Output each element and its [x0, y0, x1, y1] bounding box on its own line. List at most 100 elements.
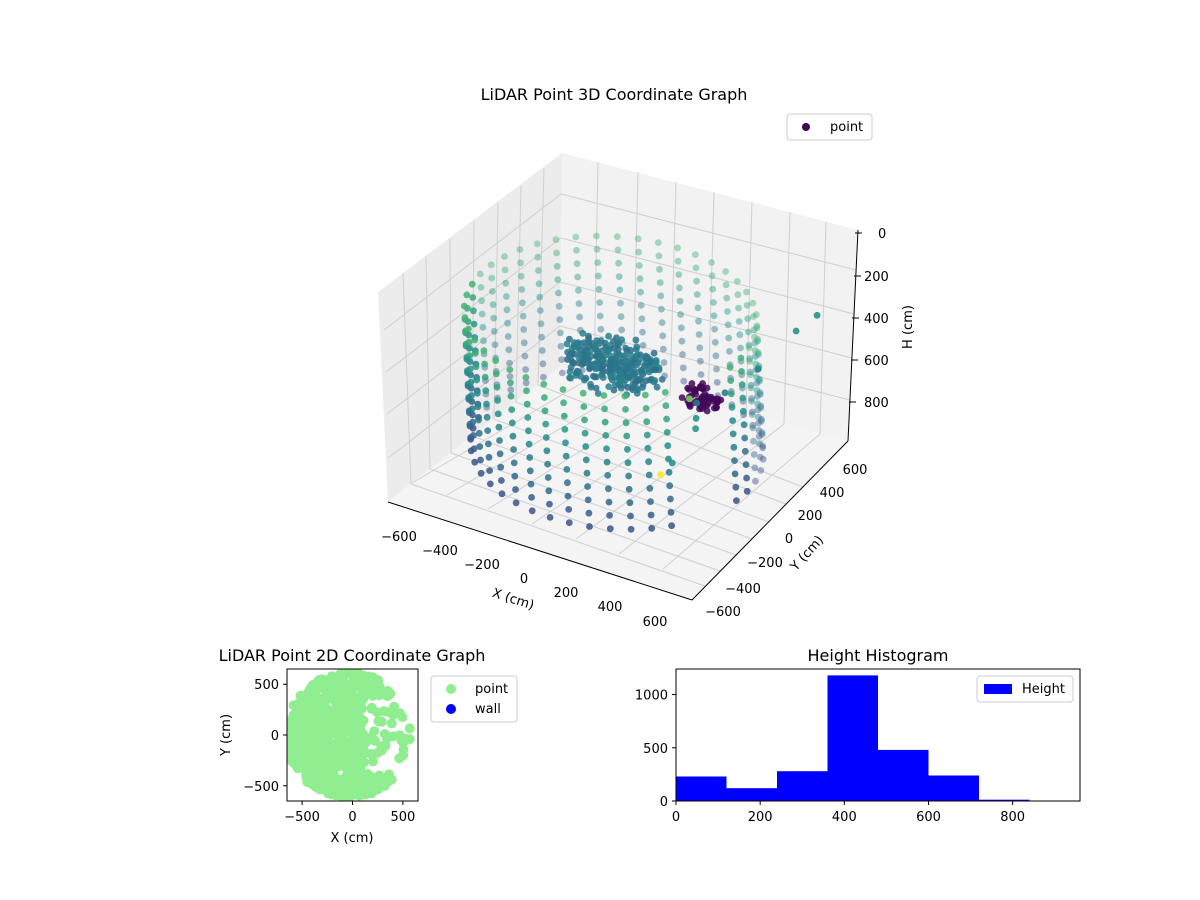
point-2d: [336, 727, 347, 738]
point-3d: [488, 274, 496, 282]
point-3d: [664, 442, 672, 450]
point-3d: [465, 338, 473, 346]
point-3d: [678, 394, 686, 401]
point-3d: [752, 477, 759, 485]
point-3d: [585, 509, 593, 517]
point-3d: [792, 327, 800, 335]
legend-swatch-height: [984, 684, 1012, 694]
point-3d: [562, 452, 570, 460]
point-3d: [470, 445, 478, 453]
point-3d: [604, 472, 612, 479]
y-tick-label-2d: −500: [243, 780, 279, 795]
point-3d: [753, 324, 761, 332]
point-3d: [510, 459, 518, 467]
point-3d: [743, 474, 750, 482]
x-tick-label-hist: 0: [672, 810, 680, 825]
point-3d: [650, 349, 658, 357]
point-3d: [534, 253, 542, 261]
point-3d: [713, 365, 720, 373]
point-3d: [605, 332, 612, 340]
point-3d: [544, 474, 552, 481]
point-2d: [325, 778, 336, 788]
point-3d: [483, 413, 491, 421]
point-3d: [613, 233, 621, 241]
point-3d: [657, 471, 665, 479]
point-3d: [723, 294, 731, 302]
point-3d: [690, 385, 698, 393]
point-3d: [696, 344, 704, 352]
z-tick-label: 800: [864, 396, 889, 411]
point-3d: [755, 427, 763, 434]
point-3d: [485, 453, 493, 461]
histogram-bar: [676, 776, 727, 801]
point-2d: [366, 686, 377, 697]
point-3d: [659, 345, 667, 353]
point-3d: [504, 333, 512, 340]
x-tick-label-hist: 200: [748, 810, 773, 825]
point-3d: [738, 381, 746, 389]
point-3d: [560, 399, 567, 407]
point-3d: [477, 469, 485, 477]
point-2d: [377, 778, 388, 789]
point-3d: [666, 482, 674, 490]
point-3d: [813, 311, 821, 319]
point-3d: [585, 332, 592, 340]
point-3d: [743, 288, 750, 296]
point-3d: [711, 404, 718, 412]
point-3d: [567, 374, 574, 382]
point-2d: [287, 738, 298, 749]
point-3d: [737, 344, 744, 352]
point-3d: [526, 454, 534, 461]
x-tick-label-2d: 500: [390, 810, 415, 825]
point-3d: [555, 289, 562, 297]
x-axis-label-2d: X (cm): [331, 831, 374, 846]
point-3d: [756, 375, 763, 383]
legend-marker-point: [446, 684, 456, 694]
point-3d: [479, 323, 487, 331]
legend-marker-point: [802, 123, 810, 131]
point-3d: [727, 377, 735, 384]
point-3d: [758, 417, 765, 425]
point-3d: [752, 353, 759, 360]
y-tick-label-hist: 1000: [635, 689, 668, 704]
point-3d: [494, 410, 502, 418]
point-3d: [755, 419, 762, 427]
y-tick-label: 600: [843, 463, 868, 478]
point-3d: [726, 363, 734, 371]
point-3d: [468, 280, 476, 288]
point-3d: [527, 480, 535, 488]
point-3d: [480, 347, 488, 354]
point-3d: [748, 397, 755, 405]
point-3d: [562, 439, 569, 447]
point-3d: [697, 371, 705, 378]
point-3d: [747, 371, 754, 378]
point-3d: [747, 381, 755, 389]
point-3d: [486, 480, 494, 488]
point-3d: [692, 414, 700, 422]
legend-label-wall: wall: [475, 702, 501, 717]
point-3d: [553, 249, 560, 257]
point-3d: [746, 368, 754, 376]
point-3d: [679, 351, 686, 358]
point-3d: [756, 391, 764, 398]
point-3d: [749, 424, 757, 432]
point-3d: [491, 341, 499, 349]
point-2d: [388, 731, 399, 742]
point-3d: [622, 406, 629, 413]
point-2d: [380, 740, 391, 751]
point-3d: [667, 508, 675, 516]
point-3d: [668, 522, 675, 530]
point-2d: [339, 670, 350, 681]
point-3d: [486, 467, 493, 474]
point-3d: [596, 312, 604, 320]
point-3d: [659, 332, 667, 340]
point-3d: [497, 463, 505, 471]
chart3d-title: LiDAR Point 3D Coordinate Graph: [481, 85, 748, 104]
point-3d: [657, 292, 665, 300]
point-3d: [493, 383, 501, 391]
point-3d: [757, 402, 765, 410]
point-3d: [618, 326, 626, 334]
point-3d: [510, 446, 517, 453]
point-3d: [473, 376, 481, 384]
point-3d: [625, 373, 632, 381]
